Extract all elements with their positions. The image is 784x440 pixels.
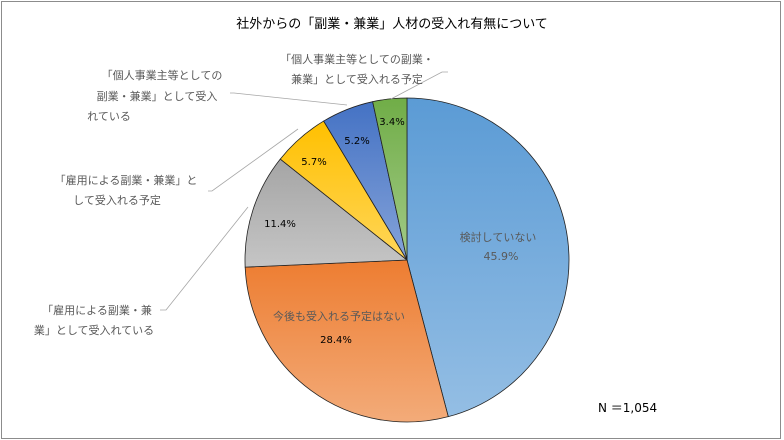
pie-slice-1 xyxy=(244,259,449,423)
leader-line-5 xyxy=(390,71,448,100)
leader-line-2 xyxy=(160,206,249,311)
value-label-4: 5.2% xyxy=(344,136,369,147)
slice-label-4-line-1: 副業・兼業」として受入 xyxy=(97,90,218,103)
sample-size-note: N ＝1,054 xyxy=(598,401,657,415)
pie-slice-0 xyxy=(406,97,570,418)
leader-line-4 xyxy=(230,92,348,106)
value-label-1: 28.4% xyxy=(320,335,352,346)
slice-label-3-line-0: 「雇用による副業・兼業」と xyxy=(55,173,198,187)
slice-label-2-line-1: 業」として受入れている xyxy=(34,324,154,337)
leader-line-3 xyxy=(208,128,299,192)
slice-label-5-line-1: 兼業」として受入れる予定 xyxy=(291,72,423,86)
slice-label-1: 今後も受入れる予定はない xyxy=(273,309,405,323)
pie-slice-2 xyxy=(244,158,409,268)
value-label-0: 45.9% xyxy=(484,250,519,263)
pie-slice-5 xyxy=(372,97,408,261)
value-label-2: 11.4% xyxy=(264,219,296,230)
slice-label-3-line-1: して受入れる予定 xyxy=(73,193,161,207)
slice-label-0: 検討していない xyxy=(460,230,537,244)
slice-label-4-line-0: 「個人事業主等としての xyxy=(102,68,223,82)
chart-title: 社外からの「副業・兼業」人材の受入れ有無について xyxy=(236,16,548,32)
value-label-3: 5.7% xyxy=(301,157,326,168)
slice-label-4-line-2: れている xyxy=(87,110,131,123)
value-label-5: 3.4% xyxy=(379,117,404,128)
slice-label-5-line-0: 「個人事業主等としての副業・ xyxy=(280,52,434,66)
slice-label-2-line-0: 「雇用による副業・兼 xyxy=(42,303,152,317)
